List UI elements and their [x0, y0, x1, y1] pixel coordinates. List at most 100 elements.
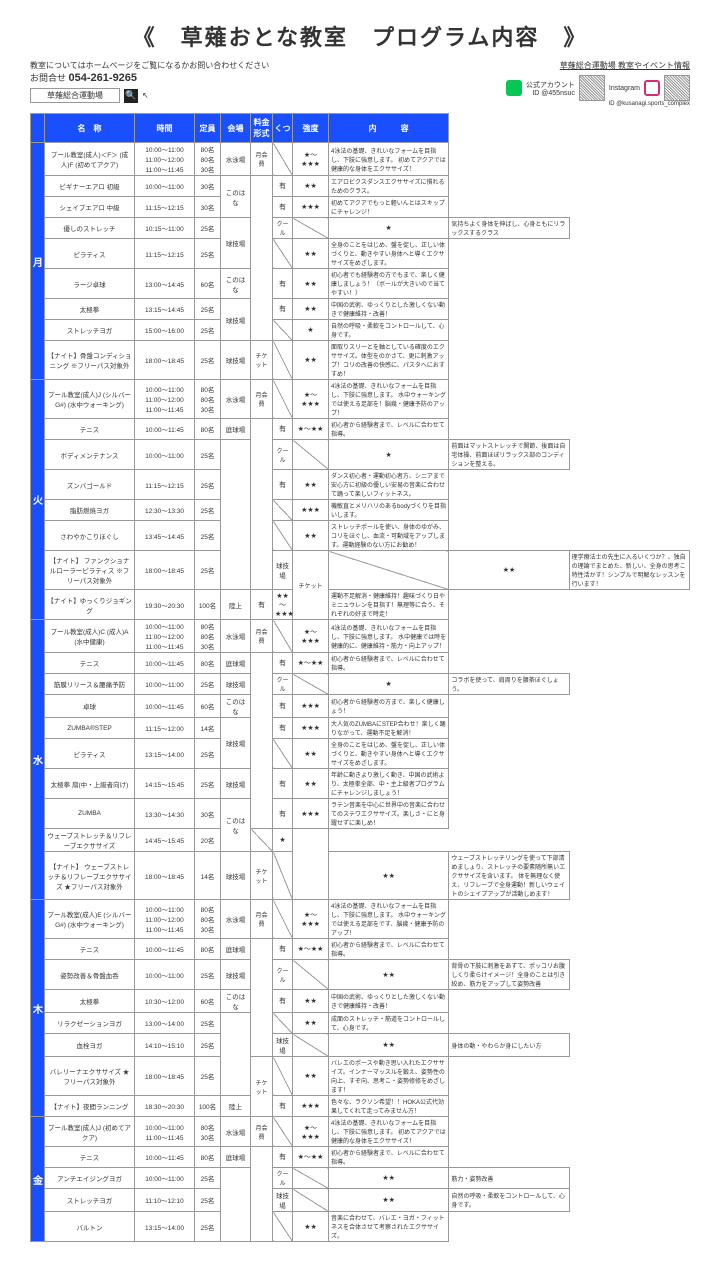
program-cell: 【ナイト】骨盤コンディショニング ※フリーパス対象外 — [45, 341, 135, 380]
right-header: 草薙総合運動場 教室やイベント情報 — [360, 60, 690, 71]
table-row: 木プール教室(成人)E (シルバーG#) (水中ウォーキング)10:00～11:… — [31, 900, 690, 939]
cap-cell: 14名 — [195, 718, 221, 739]
program-cell: 【ナイト】 ファンクショナルローラーピラティス ※フリーパス対象外 — [45, 551, 135, 590]
shoe-cell — [273, 239, 293, 269]
program-cell: アンチエイジングヨガ — [45, 1168, 135, 1189]
cap-cell: 25名 — [195, 1034, 221, 1057]
shoe-cell — [273, 341, 293, 380]
intensity-cell: ★★★ — [293, 695, 329, 718]
venue-cell: 球技場 — [221, 960, 251, 990]
time-cell: 10:00～11:45 — [135, 653, 195, 674]
intensity-cell: ★ — [273, 829, 293, 852]
time-cell: 13:00～14:00 — [135, 1013, 195, 1034]
intensity-cell: ★★ — [293, 990, 329, 1013]
shoe-cell — [273, 739, 293, 769]
time-cell: 13:15～14:45 — [135, 299, 195, 320]
desc-cell: 機敏直とメリハリのあるbodyづくりを目指いします。 — [329, 500, 449, 521]
table-row: 太極拳 扇(中・上級者向け)14:15～15:4525名球技場有★★年齢に動きよ… — [31, 769, 690, 799]
shoe-cell: 有 — [273, 470, 293, 500]
line-qr — [579, 75, 605, 101]
program-cell: プール教室(成人)E (シルバーG#) (水中ウォーキング) — [45, 900, 135, 939]
shoe-cell — [251, 829, 273, 852]
desc-cell: 面取りスリーとを軸としている確度のエクササイズ。体型をのかさて、更に刺激アップ！… — [329, 341, 449, 380]
time-cell: 11:15～12:15 — [135, 470, 195, 500]
intensity-cell: ★★ — [293, 341, 329, 380]
table-row: 血栓ヨガ14:10～15:1025名球技場★★身体の動・やわらか身にしたい方 — [31, 1034, 690, 1057]
desc-cell: 自然の呼吸・柔軟をコントロールして、心身です。 — [329, 320, 449, 341]
venue-cell: このはな — [221, 799, 251, 852]
intensity-cell: ★★★ — [293, 718, 329, 739]
fee-cell: チケット — [251, 341, 273, 380]
desc-cell: 中国の武術、ゆっくりとした激しくない動きで健康維持・改善！ — [329, 990, 449, 1013]
program-cell: 太極拳 — [45, 299, 135, 320]
desc-cell: 全身のことをはじめ、盤を促し、正しい体づくりと、動きやすい身体へと導くエクササイ… — [329, 739, 449, 769]
cap-cell: 25名 — [195, 551, 221, 590]
program-cell: テニス — [45, 939, 135, 960]
cap-cell: 20名 — [195, 829, 221, 852]
intensity-cell: ★～★★★ — [293, 380, 329, 419]
program-cell: 【ナイト】 ウェーブストレッチ＆リフレーブエクササイズ ★フリーパス対象外 — [45, 852, 135, 900]
contact-label: お問合せ — [30, 73, 66, 83]
venue-cell: 球技場 — [221, 299, 251, 341]
venue-cell: 陸上 — [221, 590, 251, 620]
intensity-cell: ★★ — [293, 769, 329, 799]
table-row: 脂肪燃焼ヨガ12:30～13:3025名★★★機敏直とメリハリのあるbodyづく… — [31, 500, 690, 521]
program-cell: シェイプエアロ 中級 — [45, 197, 135, 218]
shoe-cell: 有 — [251, 590, 273, 620]
fee-cell: クール — [273, 1168, 293, 1189]
venue-cell: 陸上 — [221, 1096, 251, 1117]
desc-cell: 4泳法の基礎、きれいなフォームを目指し、下肢に強意します。 初めてアクアでは健康… — [329, 143, 449, 176]
col-header: 会場 — [221, 114, 251, 143]
desc-cell — [293, 829, 329, 900]
program-cell: ピラティス — [45, 739, 135, 769]
table-row: 火プール教室(成人)J (シルバーG#) (水中ウォーキング)10:00～11:… — [31, 380, 690, 419]
intensity-cell: ★～★★★ — [293, 620, 329, 653]
cap-cell: 25名 — [195, 440, 221, 470]
cap-cell: 80名 — [195, 653, 221, 674]
program-cell: バレリーナエクササイズ ★フリーパス対象外 — [45, 1057, 135, 1096]
line-icon[interactable] — [506, 80, 522, 96]
venue-cell: 庭球場 — [221, 419, 251, 440]
table-row: ストレッチヨガ15:00～16:0025名★自然の呼吸・柔軟をコントロールして、… — [31, 320, 690, 341]
shoe-cell: 有 — [273, 176, 293, 197]
desc-cell: 初めてアクアでもっと軽いんとはスキップにチャレンジ！ — [329, 197, 449, 218]
shoe-cell: 有 — [273, 197, 293, 218]
program-cell: ウェーブストレッチ＆リフレーブエクササイズ — [45, 829, 135, 852]
cap-cell: 25名 — [195, 218, 221, 239]
shoe-cell — [293, 1168, 329, 1189]
shoe-cell: 有 — [273, 269, 293, 299]
line-id: ID @455nsuc — [532, 90, 575, 97]
desc-cell: 4泳法の基礎、きれいなフォームを目指し、下肢に強意します。 水中健康では時を健康… — [329, 620, 449, 653]
col-header: 内 容 — [329, 114, 449, 143]
program-cell: ZUMBA®STEP — [45, 718, 135, 739]
program-cell: プール教室(成人)C (成人)A (水中健康) — [45, 620, 135, 653]
intensity-cell: ★★ — [293, 739, 329, 769]
cap-cell: 100名 — [195, 590, 221, 620]
time-cell: 11:15～12:15 — [135, 197, 195, 218]
shoe-cell — [273, 500, 293, 521]
time-cell: 10:00～11:00 11:00～12:00 11:00～11:45 — [135, 620, 195, 653]
table-row: テニス10:00～11:4580名庭球場有★～★★初心者から経験者まで、レベルに… — [31, 1147, 690, 1168]
table-row: リラクゼーションヨガ13:00～14:0025名★★成面のストレッチ・筋道をコン… — [31, 1013, 690, 1034]
program-cell: ラージ卓球 — [45, 269, 135, 299]
table-row: さわやかこりほぐし13:45～14:4525名★★ストレッチポールを使い、身体の… — [31, 521, 690, 551]
time-cell: 10:00～11:00 — [135, 440, 195, 470]
intensity-cell: ★ — [293, 320, 329, 341]
time-cell: 14:45～15:45 — [135, 829, 195, 852]
table-row: ZUMBA®STEP11:15～12:0014名球技場有★★★大人気のZUMBA… — [31, 718, 690, 739]
instagram-icon[interactable] — [644, 80, 660, 96]
search-input[interactable]: 草薙総合運動場 — [30, 88, 120, 103]
cap-cell: 25名 — [195, 239, 221, 269]
time-cell: 13:15～14:00 — [135, 1212, 195, 1242]
shoe-cell — [273, 620, 293, 653]
intensity-cell: ★★★ — [293, 197, 329, 218]
intensity-cell: ★～★★ — [293, 419, 329, 440]
search-icon[interactable]: 🔍 — [124, 89, 138, 103]
shoe-cell: 有 — [273, 718, 293, 739]
cap-cell: 25名 — [195, 341, 221, 380]
venue-cell: 球技場 — [221, 341, 251, 380]
shoe-cell: 有 — [273, 1147, 293, 1168]
desc-cell: 音楽に合わせて、バレエ・ヨガ・フィットネスを合体させて考察されたエクササイズ。 — [329, 1212, 449, 1242]
venue-cell: 水泳場 — [221, 143, 251, 176]
cap-cell: 80名 30名 — [195, 1117, 221, 1147]
